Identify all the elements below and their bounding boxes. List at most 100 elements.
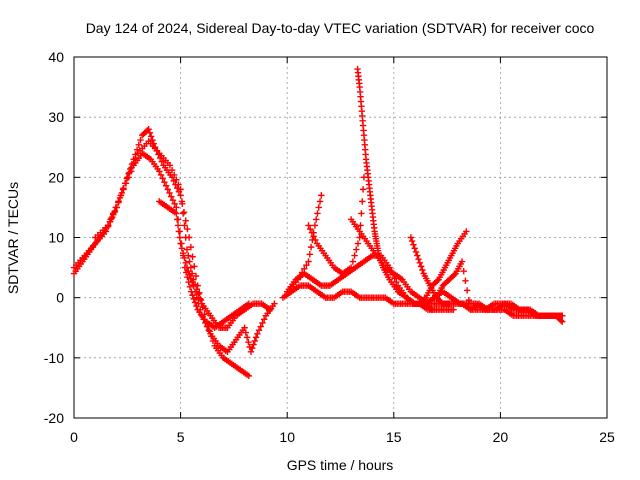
data-point [407,234,415,241]
axis-ticks: 0 5 10 15 20 25 -20 -10 0 10 20 30 40 [44,49,615,445]
data-point [175,181,182,188]
data-point [183,246,191,253]
data-point [189,292,196,299]
data-point [182,234,189,241]
data-point [186,258,193,265]
data-point [245,372,253,380]
data-point [257,323,264,330]
data-point [359,186,367,193]
data-point [411,245,418,252]
series-arc-2 [70,138,274,331]
data-point [294,276,302,283]
data-point [354,240,362,247]
data-point [305,258,312,265]
data-point [184,225,191,233]
data-point [305,222,312,229]
data-point [182,217,189,224]
data-point [196,289,203,297]
data-point [174,222,182,229]
data-point [171,171,178,179]
data-point [168,166,176,174]
data-point [271,300,278,307]
data-point [349,258,357,265]
series-arc-4 [156,198,278,356]
data-point [408,237,416,245]
data-point [307,243,315,251]
data-point [315,204,322,211]
y-tick-label: -20 [44,410,64,426]
data-point [303,261,310,269]
data-point [312,216,320,223]
data-point [458,258,466,265]
data-point [193,294,201,301]
data-point [245,300,253,307]
x-axis-label: GPS time / hours [287,457,394,473]
data-point [177,186,184,193]
data-point [410,241,417,248]
data-point [557,317,565,324]
data-point [190,295,198,303]
data-point [146,129,154,137]
grid [74,57,607,418]
data-point [182,259,189,266]
data-point [110,210,117,217]
data-point [117,192,125,199]
y-tick-label: 20 [48,169,64,185]
data-point [162,182,170,189]
data-point [147,133,155,140]
data-point [189,253,196,260]
series-arc-1 [70,126,253,380]
data-point [133,146,141,153]
data-point [155,151,162,158]
data-point [158,158,166,165]
data-point [195,290,202,298]
data-point [137,136,144,144]
data-point [179,249,187,257]
x-tick-label: 0 [70,429,78,445]
data-point [177,240,184,247]
data-point [428,306,436,313]
data-point [104,222,112,229]
data-point [112,204,119,211]
data-point [203,323,211,330]
data-point [250,341,257,348]
data-point [197,306,204,313]
data-point [178,198,186,205]
data-point [168,193,175,200]
data-point [351,252,358,259]
data-point [205,326,212,334]
data-points [70,65,566,380]
data-point [173,176,180,183]
data-point [202,319,209,327]
data-point [173,210,180,217]
y-tick-label: 10 [48,230,64,246]
data-point [186,271,193,279]
data-point [311,222,319,229]
data-point [312,236,319,244]
data-point [159,175,166,182]
data-point [125,174,132,181]
data-point [308,229,316,236]
data-point [298,269,306,276]
data-point [200,316,207,323]
data-point [358,210,365,217]
data-point [166,162,174,169]
data-point [460,267,467,275]
data-point [191,299,199,306]
data-point [254,330,261,337]
x-tick-label: 15 [386,429,402,445]
x-tick-label: 10 [279,429,295,445]
data-point [259,319,266,327]
data-point [415,255,422,263]
data-point [180,209,188,216]
data-point [156,168,163,175]
data-point [347,264,355,271]
data-point [353,246,360,253]
data-point [359,198,366,205]
chart-title: Day 124 of 2024, Sidereal Day-to-day VTE… [86,20,595,36]
data-point [191,263,198,270]
data-point [135,141,143,149]
data-point [197,296,205,304]
data-point [251,337,258,345]
